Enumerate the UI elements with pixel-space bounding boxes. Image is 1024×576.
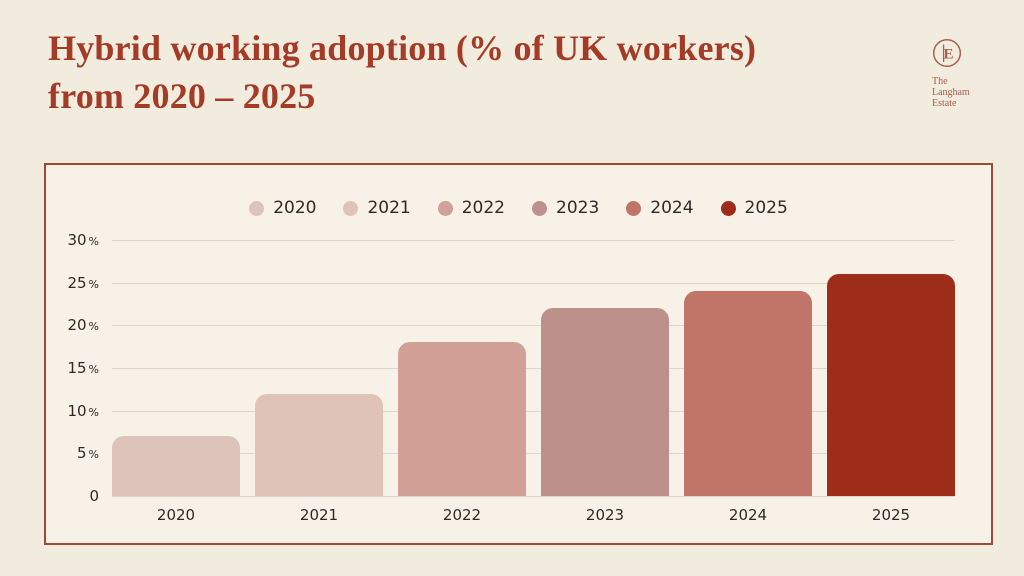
bar-2024 bbox=[684, 291, 812, 496]
page-title-line1: Hybrid working adoption (% of UK workers… bbox=[48, 28, 757, 68]
x-tick-label-2025: 2025 bbox=[871, 506, 911, 524]
bar-2020 bbox=[112, 436, 240, 496]
chart-panel: 2020 2021 2022 2023 2024 2025 0 5% 10% 15% 20% 25%… bbox=[44, 163, 993, 545]
y-tick-percent-sign: % bbox=[88, 363, 99, 376]
x-tick-label-2024: 2024 bbox=[728, 506, 768, 524]
gridline-0pct bbox=[112, 496, 955, 497]
bar-2022 bbox=[398, 342, 526, 496]
y-tick-label-20: 20% bbox=[67, 316, 99, 335]
legend-item-2022: 2022 bbox=[437, 198, 505, 218]
y-tick-label-10: 10% bbox=[67, 401, 99, 420]
y-tick-percent-sign: % bbox=[88, 320, 99, 334]
y-tick-percent-sign: % bbox=[88, 277, 99, 291]
logo-line-the: The bbox=[932, 76, 948, 87]
legend-label-2024: 2024 bbox=[650, 198, 694, 218]
bar-2025 bbox=[827, 274, 955, 496]
svg-text:E: E bbox=[943, 47, 953, 63]
langham-estate-wordmark: The Langham Estate bbox=[932, 76, 992, 109]
x-tick-label-2021: 2021 bbox=[299, 506, 339, 524]
legend-item-2023: 2023 bbox=[532, 198, 599, 218]
y-tick-label-30: 30% bbox=[67, 231, 99, 249]
legend-label-2020: 2020 bbox=[273, 198, 317, 218]
legend-swatch-2021 bbox=[343, 200, 359, 216]
y-tick-label-5: 5% bbox=[77, 444, 99, 463]
x-tick-label-2020: 2020 bbox=[156, 506, 196, 524]
y-tick-percent-sign: % bbox=[88, 235, 99, 248]
page-title-line2: from 2020 – 2025 bbox=[48, 76, 316, 116]
logo-line-langham: Langham bbox=[932, 87, 970, 98]
legend-item-2021: 2021 bbox=[343, 198, 411, 218]
chart-legend: 2020 2021 2022 2023 2024 2025 bbox=[46, 198, 991, 218]
legend-item-2025: 2025 bbox=[720, 198, 788, 218]
x-tick-label-2022: 2022 bbox=[442, 506, 482, 524]
gridline-20pct bbox=[112, 325, 955, 327]
y-tick-label-25: 25% bbox=[67, 273, 99, 292]
legend-swatch-2023 bbox=[532, 200, 547, 216]
gridline-30pct bbox=[112, 240, 955, 241]
legend-label-2025: 2025 bbox=[744, 198, 788, 218]
y-tick-percent-sign: % bbox=[88, 405, 99, 419]
legend-label-2021: 2021 bbox=[367, 198, 411, 218]
y-tick-label-0: 0 bbox=[89, 487, 99, 505]
legend-label-2023: 2023 bbox=[556, 198, 600, 218]
plot-area: 0 5% 10% 15% 20% 25% 30% 2020 2021 2022 2023 2024 20… bbox=[67, 231, 955, 524]
gridline-25pct bbox=[112, 282, 955, 284]
logo-line-estate: Estate bbox=[932, 98, 957, 109]
gridline-5pct bbox=[112, 453, 955, 455]
legend-item-2020: 2020 bbox=[249, 198, 316, 218]
bar-2021 bbox=[255, 393, 383, 496]
legend-swatch-2024 bbox=[626, 200, 642, 216]
y-tick-label-15: 15% bbox=[67, 359, 99, 377]
x-tick-label-2023: 2023 bbox=[585, 506, 625, 524]
langham-monogram-icon: E bbox=[932, 38, 962, 68]
y-tick-percent-sign: % bbox=[88, 448, 99, 462]
legend-swatch-2025 bbox=[720, 200, 736, 216]
legend-item-2024: 2024 bbox=[626, 198, 694, 218]
legend-label-2022: 2022 bbox=[461, 198, 505, 218]
langham-estate-logo: E The Langham Estate bbox=[926, 38, 992, 109]
gridline-10pct bbox=[112, 410, 955, 412]
legend-swatch-2022 bbox=[437, 200, 453, 216]
bar-2023 bbox=[541, 308, 669, 496]
gridline-15pct bbox=[112, 368, 955, 369]
legend-swatch-2020 bbox=[249, 200, 265, 216]
page-title: Hybrid working adoption (% of UK workers… bbox=[48, 24, 756, 120]
